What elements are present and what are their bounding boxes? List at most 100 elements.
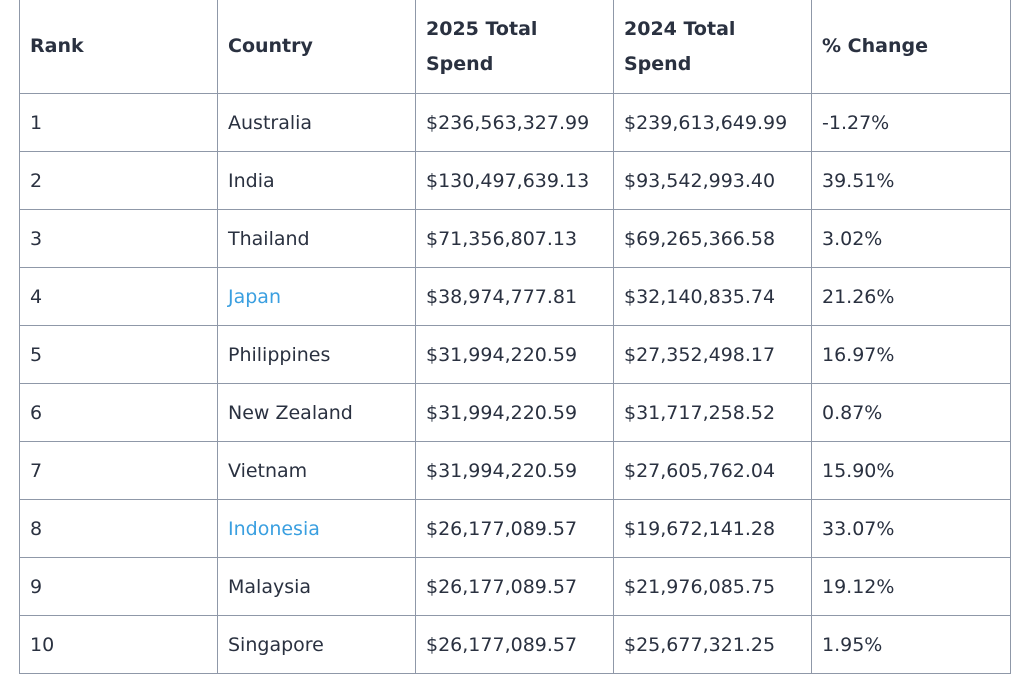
table-cell: $71,356,807.13 [415, 209, 614, 268]
table-cell: $27,352,498.17 [613, 325, 812, 384]
table-cell: $19,672,141.28 [613, 499, 812, 558]
table-cell: 2 [19, 151, 218, 210]
table-cell: 15.90% [811, 441, 1011, 500]
cell-text: 6 [30, 401, 43, 424]
table-cell: $21,976,085.75 [613, 557, 812, 616]
table-cell: Vietnam [217, 441, 416, 500]
table-cell: Australia [217, 93, 416, 152]
table-cell: 39.51% [811, 151, 1011, 210]
table-row: 6 New Zealand $31,994,220.59 $31,717,258.52… [19, 383, 1011, 442]
cell-text: $71,356,807.13 [426, 227, 578, 250]
cell-text: $31,994,220.59 [426, 459, 578, 482]
table-cell: 3 [19, 209, 218, 268]
cell-text: $31,994,220.59 [426, 343, 578, 366]
cell-text: 19.12% [822, 575, 895, 598]
table-cell: $130,497,639.13 [415, 151, 614, 210]
table-body: 1 Australia $236,563,327.99 $239,613,649.99… [19, 93, 1011, 674]
country-link[interactable]: Indonesia [228, 517, 320, 540]
cell-text: $21,976,085.75 [624, 575, 776, 598]
table-cell: Japan [217, 267, 416, 326]
table-cell: $32,140,835.74 [613, 267, 812, 326]
cell-text: Vietnam [228, 459, 308, 482]
table-cell: $93,542,993.40 [613, 151, 812, 210]
table-cell: $31,717,258.52 [613, 383, 812, 442]
table-cell: 33.07% [811, 499, 1011, 558]
cell-text: Thailand [228, 227, 310, 250]
cell-text: Singapore [228, 633, 324, 656]
cell-text: 39.51% [822, 169, 895, 192]
table-cell: 3.02% [811, 209, 1011, 268]
country-link[interactable]: Japan [228, 285, 281, 308]
table-cell: 1 [19, 93, 218, 152]
column-header: Rank [19, 0, 218, 94]
cell-text: $236,563,327.99 [426, 111, 590, 134]
table-cell: 7 [19, 441, 218, 500]
cell-text: $27,605,762.04 [624, 459, 776, 482]
header-text: Rank [30, 35, 84, 57]
table-cell: India [217, 151, 416, 210]
cell-text: 3.02% [822, 227, 883, 250]
table-row: 9 Malaysia $26,177,089.57 $21,976,085.75 19.… [19, 557, 1011, 616]
table-row: 3 Thailand $71,356,807.13 $69,265,366.58 3.0… [19, 209, 1011, 268]
table-cell: $69,265,366.58 [613, 209, 812, 268]
column-header: % Change [811, 0, 1011, 94]
cell-text: New Zealand [228, 401, 353, 424]
cell-text: 15.90% [822, 459, 895, 482]
cell-text: $26,177,089.57 [426, 575, 578, 598]
cell-text: $19,672,141.28 [624, 517, 776, 540]
header-text: 2024 Total Spend [624, 17, 736, 75]
cell-text: 2 [30, 169, 43, 192]
table-cell: Philippines [217, 325, 416, 384]
table-row: 2 India $130,497,639.13 $93,542,993.40 39.51… [19, 151, 1011, 210]
cell-text: -1.27% [822, 111, 890, 134]
table-cell: 1.95% [811, 615, 1011, 674]
table-cell: $26,177,089.57 [415, 499, 614, 558]
cell-text: $32,140,835.74 [624, 285, 776, 308]
cell-text: $25,677,321.25 [624, 633, 776, 656]
cell-text: 8 [30, 517, 43, 540]
cell-text: $31,994,220.59 [426, 401, 578, 424]
table-cell: $27,605,762.04 [613, 441, 812, 500]
table-row: 4 Japan $38,974,777.81 $32,140,835.74 21.26% [19, 267, 1011, 326]
table-cell: Thailand [217, 209, 416, 268]
table-cell: $236,563,327.99 [415, 93, 614, 152]
table-cell: 10 [19, 615, 218, 674]
cell-text: $69,265,366.58 [624, 227, 776, 250]
table-cell: -1.27% [811, 93, 1011, 152]
table-cell: 6 [19, 383, 218, 442]
cell-text: $26,177,089.57 [426, 517, 578, 540]
table-cell: $31,994,220.59 [415, 325, 614, 384]
table-cell: 9 [19, 557, 218, 616]
cell-text: 16.97% [822, 343, 895, 366]
table-row: 1 Australia $236,563,327.99 $239,613,649.99… [19, 93, 1011, 152]
table-cell: Malaysia [217, 557, 416, 616]
cell-text: $27,352,498.17 [624, 343, 776, 366]
table-row: 8 Indonesia $26,177,089.57 $19,672,141.28 33… [19, 499, 1011, 558]
cell-text: $31,717,258.52 [624, 401, 776, 424]
table-cell: $239,613,649.99 [613, 93, 812, 152]
column-header: 2024 Total Spend [613, 0, 812, 94]
header-text: % Change [822, 35, 928, 57]
table-cell: 19.12% [811, 557, 1011, 616]
table-cell: 16.97% [811, 325, 1011, 384]
table-cell: 8 [19, 499, 218, 558]
cell-text: 0.87% [822, 401, 883, 424]
cell-text: 4 [30, 285, 43, 308]
table-cell: $26,177,089.57 [415, 615, 614, 674]
table-cell: $31,994,220.59 [415, 441, 614, 500]
table-cell: Singapore [217, 615, 416, 674]
cell-text: 3 [30, 227, 43, 250]
cell-text: Malaysia [228, 575, 312, 598]
cell-text: 21.26% [822, 285, 895, 308]
cell-text: India [228, 169, 275, 192]
table-row: 7 Vietnam $31,994,220.59 $27,605,762.04 15.9… [19, 441, 1011, 500]
cell-text: 7 [30, 459, 43, 482]
table-cell: 21.26% [811, 267, 1011, 326]
cell-text: 5 [30, 343, 43, 366]
cell-text: 33.07% [822, 517, 895, 540]
cell-text: Australia [228, 111, 313, 134]
table-cell: $38,974,777.81 [415, 267, 614, 326]
table-cell: 4 [19, 267, 218, 326]
cell-text: $239,613,649.99 [624, 111, 788, 134]
